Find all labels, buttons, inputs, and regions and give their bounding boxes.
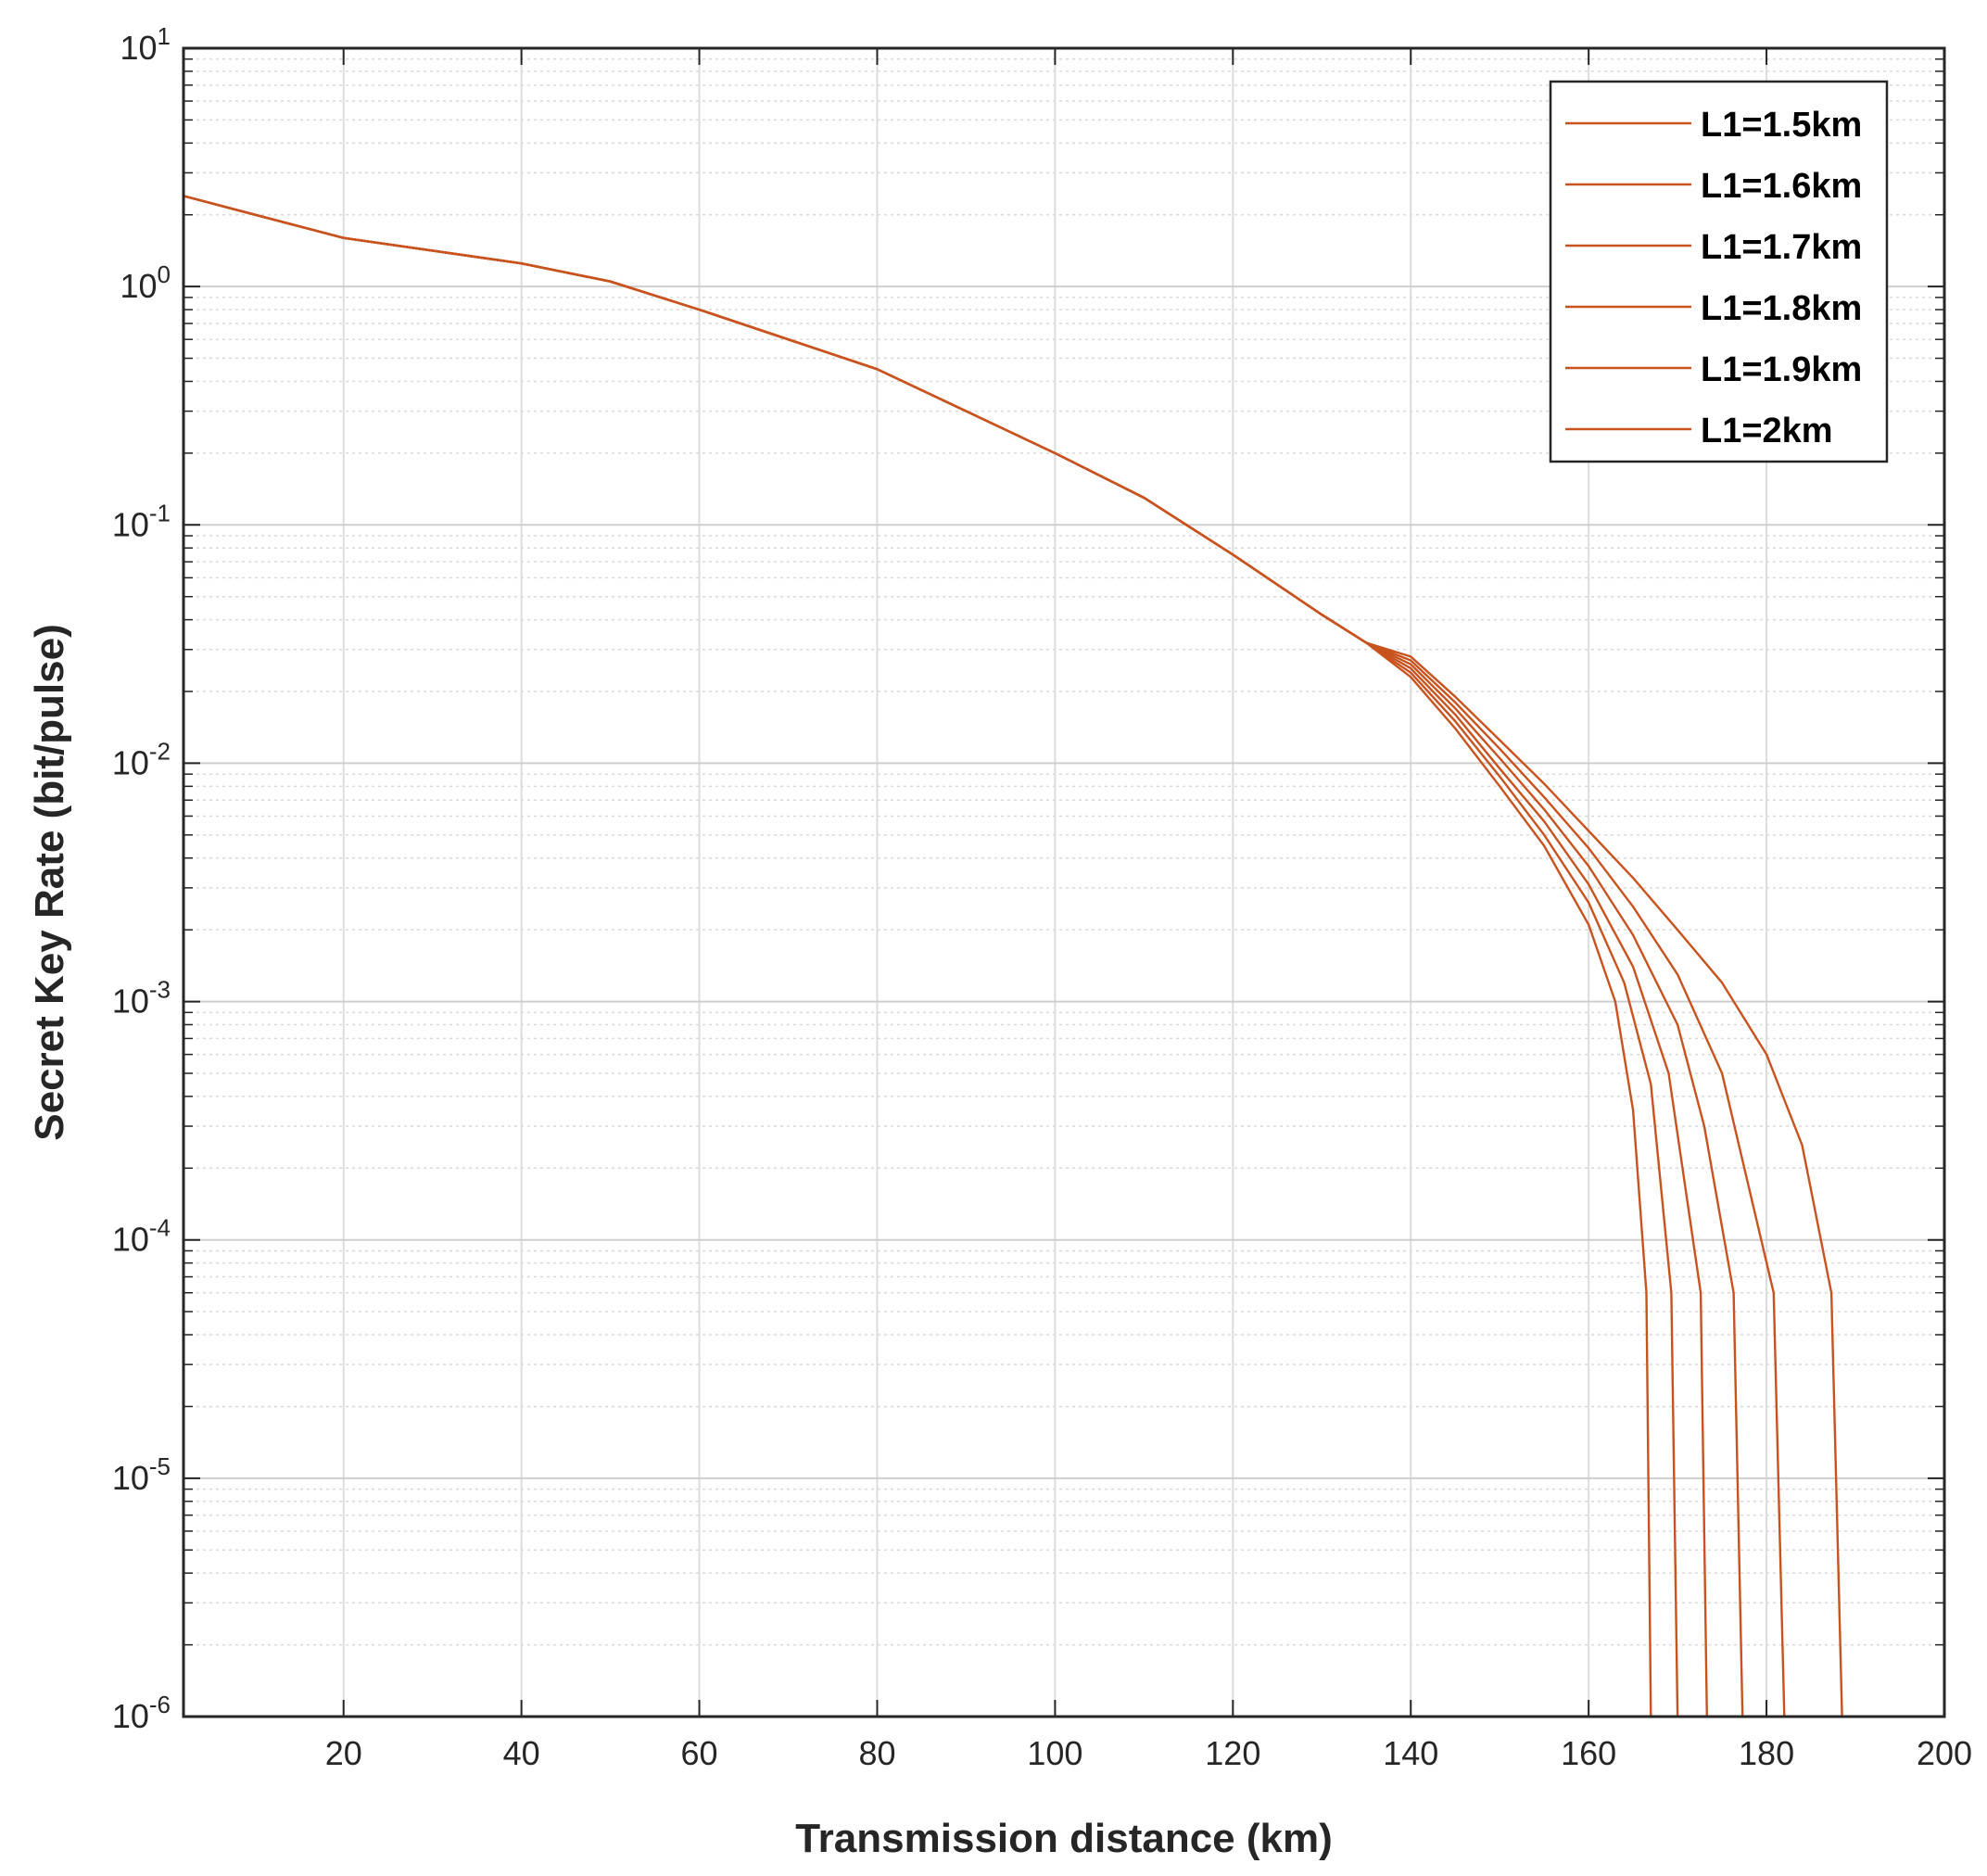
x-tick-label: 180 (1739, 1734, 1794, 1772)
x-tick-label: 200 (1917, 1734, 1972, 1772)
y-tick-label: 100 (120, 260, 171, 305)
plot-frame (182, 46, 1946, 1718)
legend-box (1549, 80, 1889, 463)
x-tick-label: 60 (681, 1734, 718, 1772)
x-tick-label: 40 (503, 1734, 540, 1772)
x-tick-label: 100 (1027, 1734, 1082, 1772)
x-tick-label: 20 (325, 1734, 362, 1772)
legend: L1=1.5km L1=1.6km L1=1.7km L1=1.8km L1=1.9km… (1549, 80, 1889, 463)
y-tick-label: 10-3 (112, 976, 171, 1020)
x-tick-label: 80 (858, 1734, 895, 1772)
y-axis-label: Secret Key Rate (bit/pulse) (27, 624, 72, 1141)
legend-label: L1=1.7km (1701, 228, 1862, 267)
legend-label: L1=1.6km (1701, 167, 1862, 206)
legend-label: L1=2km (1701, 412, 1833, 450)
y-tick-label: 10-4 (112, 1214, 171, 1259)
series-line-6 (183, 195, 1843, 1718)
x-tick-label: 160 (1561, 1734, 1616, 1772)
y-tick-labels: 10-6 10-5 10-4 10-3 10-2 10-1 100 101 (112, 22, 171, 1735)
y-tick-label: 101 (120, 22, 171, 67)
x-tick-label: 120 (1205, 1734, 1260, 1772)
x-axis-label: Transmission distance (km) (795, 1816, 1333, 1861)
legend-label: L1=1.9km (1701, 350, 1862, 389)
legend-label: L1=1.8km (1701, 289, 1862, 328)
y-tick-label: 10-1 (112, 499, 171, 543)
series-lines (183, 195, 1843, 1718)
x-tick-label: 140 (1383, 1734, 1438, 1772)
y-tick-label: 10-5 (112, 1452, 171, 1497)
y-tick-label: 10-2 (112, 737, 171, 781)
x-tick-labels: 20 40 60 80 100 120 140 160 180 200 (325, 1734, 1972, 1772)
y-tick-label: 10-6 (112, 1691, 171, 1735)
legend-label: L1=1.5km (1701, 106, 1862, 145)
